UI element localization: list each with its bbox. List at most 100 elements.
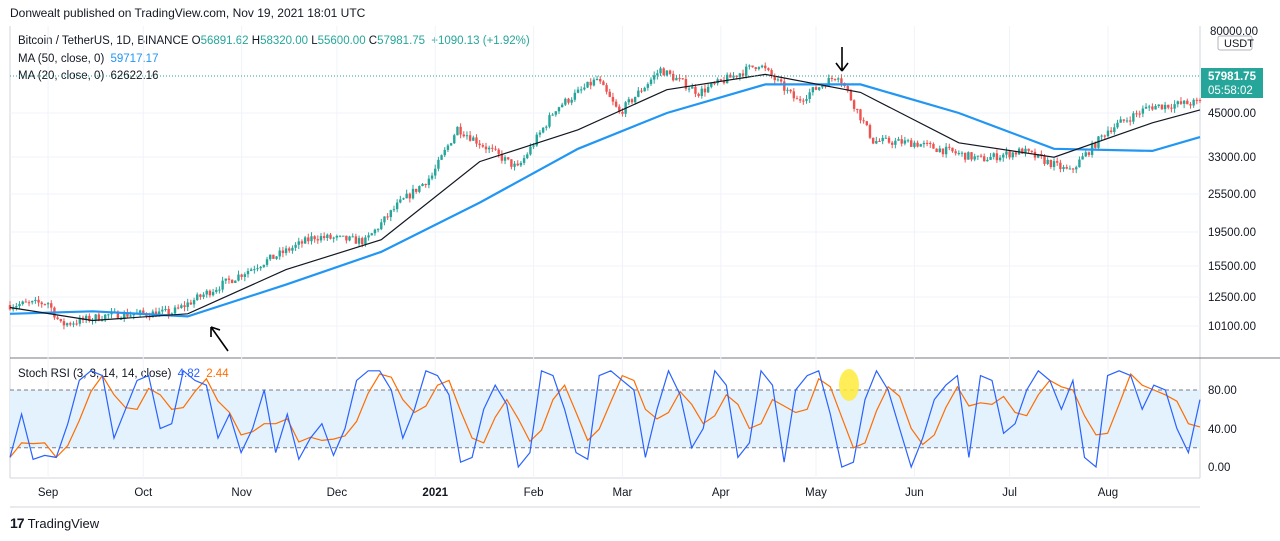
candle-body (722, 80, 726, 84)
candle-body (475, 137, 478, 144)
candle-body (910, 140, 913, 147)
candle-body (342, 235, 345, 237)
price-change: +1090.13 (+1.92%) (431, 35, 530, 47)
candle-body (465, 135, 469, 137)
candle-body (303, 237, 307, 244)
candle-body (265, 259, 269, 265)
candle-body (748, 65, 751, 67)
candle-body (424, 183, 427, 186)
candle-body (745, 66, 748, 76)
candle-body (259, 266, 262, 269)
candle-body (1002, 154, 1005, 158)
candle-body (1157, 104, 1160, 107)
stoch-band (10, 390, 1200, 448)
candle-body (545, 126, 548, 128)
candle-body (132, 314, 135, 316)
candle-body (1075, 167, 1078, 170)
candle-body (151, 311, 154, 318)
candle-body (687, 88, 691, 90)
candle-body (1030, 150, 1034, 152)
candle-body (269, 254, 272, 260)
candle-body (529, 146, 532, 155)
candle-body (929, 142, 932, 144)
candle-body (710, 83, 713, 87)
candle-body (440, 155, 443, 160)
candle-body (1043, 156, 1046, 164)
candle-body (1014, 152, 1018, 155)
candle-body (519, 162, 523, 166)
candle-body (963, 152, 967, 160)
candle-body (779, 79, 783, 82)
time-tick-label: Jul (1002, 487, 1017, 499)
candle-body (697, 93, 700, 96)
ma20-legend[interactable]: MA (20, close, 0) 62622.16 (18, 70, 158, 82)
ma20-label: MA (20, close, 0) (18, 70, 105, 82)
candle-body (995, 153, 999, 161)
price-tick-label: 25500.00 (1208, 189, 1256, 201)
candle-body (986, 159, 989, 162)
candle-body (881, 137, 884, 142)
candle-body (580, 89, 583, 91)
candle-body (951, 147, 954, 152)
candle-body (376, 229, 380, 231)
candle-body (1033, 151, 1037, 158)
candle-body (211, 291, 215, 296)
candle-body (65, 323, 69, 326)
candle-body (1195, 99, 1199, 101)
candle-body (288, 248, 291, 251)
candle-body (88, 315, 91, 322)
candle-body (192, 300, 196, 305)
candle-body (161, 309, 164, 312)
candle-body (846, 85, 849, 91)
ma20-value: 62622.16 (110, 70, 159, 82)
candle-body (494, 148, 497, 150)
candle-body (345, 235, 348, 241)
candle-body (1100, 135, 1103, 137)
stoch-legend[interactable]: Stoch RSI (3, 3, 14, 14, close) 4.82 2.4… (18, 368, 229, 380)
ohlc-o: O56891.62 (192, 35, 249, 47)
candle-body (1071, 168, 1075, 170)
candle-body (678, 78, 681, 80)
candle-body (284, 248, 288, 254)
ma50-legend[interactable]: MA (50, close, 0) 59717.17 (18, 53, 158, 65)
ma50-value: 59717.17 (110, 53, 159, 65)
candle-body (11, 307, 15, 310)
candle-body (43, 304, 47, 306)
candle-body (300, 241, 304, 244)
candle-body (659, 68, 662, 74)
candle-body (1176, 101, 1179, 105)
candle-body (700, 88, 703, 96)
candle-body (757, 67, 761, 69)
candle-body (871, 137, 875, 144)
candle-body (364, 237, 367, 245)
candle-body (31, 301, 34, 303)
candle-body (154, 311, 158, 317)
candle-body (126, 312, 129, 317)
ohlc-value: 55600.00 (317, 35, 366, 47)
candle-body (754, 67, 757, 69)
candle-body (468, 135, 472, 141)
candle-body (862, 120, 865, 122)
candle-body (294, 244, 297, 248)
candle-body (1116, 122, 1119, 128)
candle-body (583, 87, 586, 90)
ohlc-key: L (308, 35, 318, 47)
time-tick-label: Aug (1098, 487, 1118, 499)
candle-body (434, 168, 437, 176)
candle-body (40, 302, 43, 305)
candle-body (319, 236, 323, 241)
candle-body (8, 305, 12, 310)
candle-body (414, 188, 418, 192)
tradingview-logo[interactable]: 17 TradingView (10, 515, 99, 531)
time-tick-label: Oct (134, 487, 153, 499)
price-tick-label: 12500.00 (1208, 292, 1256, 304)
candle-body (389, 210, 392, 218)
candle-body (1186, 100, 1189, 105)
candle-body (649, 79, 653, 85)
candle-body (821, 85, 824, 88)
candle-body (421, 183, 424, 187)
ohlc-value: 56891.62 (200, 35, 249, 47)
candle-body (481, 145, 485, 147)
candle-body (418, 186, 421, 192)
